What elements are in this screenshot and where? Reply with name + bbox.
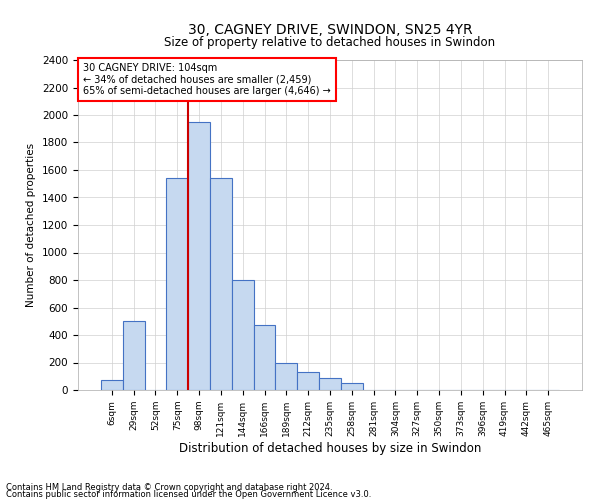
- Y-axis label: Number of detached properties: Number of detached properties: [26, 143, 37, 307]
- Bar: [341, 383, 363, 390]
- X-axis label: Distribution of detached houses by size in Swindon: Distribution of detached houses by size …: [179, 442, 481, 454]
- Text: Size of property relative to detached houses in Swindon: Size of property relative to detached ho…: [164, 36, 496, 49]
- Bar: [101, 380, 123, 390]
- Bar: [297, 372, 319, 390]
- Bar: [275, 362, 297, 390]
- Bar: [319, 378, 341, 390]
- Text: Contains HM Land Registry data © Crown copyright and database right 2024.: Contains HM Land Registry data © Crown c…: [6, 484, 332, 492]
- Bar: [123, 322, 145, 390]
- Bar: [254, 324, 275, 390]
- Text: 30, CAGNEY DRIVE, SWINDON, SN25 4YR: 30, CAGNEY DRIVE, SWINDON, SN25 4YR: [188, 22, 472, 36]
- Text: 30 CAGNEY DRIVE: 104sqm
← 34% of detached houses are smaller (2,459)
65% of semi: 30 CAGNEY DRIVE: 104sqm ← 34% of detache…: [83, 64, 331, 96]
- Bar: [166, 178, 188, 390]
- Bar: [232, 280, 254, 390]
- Text: Contains public sector information licensed under the Open Government Licence v3: Contains public sector information licen…: [6, 490, 371, 499]
- Bar: [210, 178, 232, 390]
- Bar: [188, 122, 210, 390]
